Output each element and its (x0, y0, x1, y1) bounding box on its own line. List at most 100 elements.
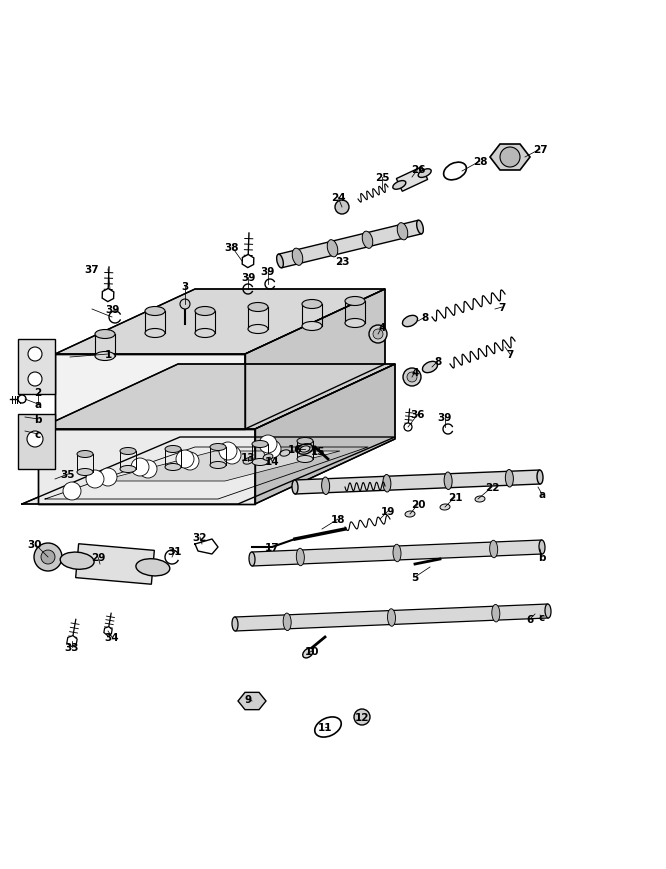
Ellipse shape (537, 470, 543, 484)
Circle shape (180, 300, 190, 309)
Text: 11: 11 (318, 722, 332, 733)
Ellipse shape (195, 329, 215, 338)
Ellipse shape (276, 255, 283, 269)
Ellipse shape (393, 182, 406, 190)
Text: 36: 36 (411, 409, 426, 420)
Text: 30: 30 (28, 540, 42, 549)
Circle shape (34, 543, 62, 571)
Polygon shape (295, 470, 540, 494)
Ellipse shape (490, 541, 498, 558)
Circle shape (176, 450, 194, 468)
Circle shape (354, 709, 370, 725)
Text: 17: 17 (264, 542, 279, 553)
Text: 38: 38 (224, 242, 239, 253)
Ellipse shape (345, 297, 365, 306)
Text: 39: 39 (261, 267, 275, 276)
Text: 5: 5 (412, 573, 419, 582)
Circle shape (139, 461, 157, 479)
Ellipse shape (393, 545, 401, 562)
Text: 25: 25 (375, 173, 389, 182)
Text: 18: 18 (331, 514, 345, 524)
Ellipse shape (145, 307, 165, 316)
Text: 28: 28 (473, 156, 488, 167)
Ellipse shape (145, 329, 165, 338)
Text: 26: 26 (411, 165, 426, 175)
Text: 14: 14 (264, 456, 279, 467)
Ellipse shape (402, 316, 418, 328)
Circle shape (223, 447, 241, 464)
Text: 39: 39 (438, 413, 452, 422)
Text: 4: 4 (412, 368, 419, 377)
Ellipse shape (292, 481, 298, 494)
Circle shape (500, 148, 520, 168)
Circle shape (63, 482, 81, 501)
Circle shape (403, 368, 421, 387)
Circle shape (28, 373, 42, 387)
Text: 21: 21 (448, 493, 462, 502)
Text: 16: 16 (288, 444, 302, 454)
Ellipse shape (362, 232, 373, 249)
Polygon shape (234, 604, 548, 631)
Text: a: a (538, 489, 545, 500)
Polygon shape (490, 145, 530, 171)
Polygon shape (100, 452, 340, 481)
Circle shape (219, 442, 237, 461)
Ellipse shape (283, 614, 291, 631)
Text: 7: 7 (506, 349, 513, 360)
Text: 22: 22 (485, 482, 500, 493)
Polygon shape (238, 693, 266, 710)
Circle shape (28, 348, 42, 362)
Ellipse shape (300, 447, 310, 453)
Ellipse shape (327, 241, 338, 257)
Circle shape (335, 201, 349, 215)
Circle shape (99, 468, 117, 487)
Polygon shape (76, 544, 155, 585)
Ellipse shape (252, 441, 268, 448)
Text: 6: 6 (526, 614, 533, 624)
Circle shape (27, 432, 43, 448)
Ellipse shape (539, 541, 545, 554)
Ellipse shape (210, 444, 226, 451)
Polygon shape (22, 437, 395, 504)
Ellipse shape (444, 473, 452, 490)
Ellipse shape (292, 249, 303, 266)
Ellipse shape (297, 438, 313, 445)
Polygon shape (38, 429, 255, 504)
Text: 10: 10 (305, 647, 319, 656)
Text: 20: 20 (411, 500, 426, 509)
Text: 7: 7 (498, 302, 505, 313)
Ellipse shape (417, 221, 424, 235)
Polygon shape (255, 365, 395, 504)
Ellipse shape (388, 609, 396, 627)
Ellipse shape (248, 325, 268, 334)
Text: 23: 23 (335, 256, 349, 267)
Text: a: a (35, 400, 41, 409)
Ellipse shape (322, 477, 330, 495)
Polygon shape (55, 289, 385, 355)
Text: 34: 34 (105, 633, 119, 642)
Ellipse shape (422, 362, 438, 373)
Ellipse shape (440, 504, 450, 510)
Ellipse shape (77, 451, 93, 458)
Polygon shape (396, 168, 428, 192)
Ellipse shape (405, 511, 415, 517)
Text: b: b (34, 415, 42, 425)
Ellipse shape (297, 456, 313, 463)
Text: c: c (35, 429, 41, 440)
Polygon shape (55, 355, 245, 429)
Circle shape (404, 423, 412, 432)
Circle shape (181, 453, 199, 470)
Polygon shape (18, 415, 55, 469)
Text: 9: 9 (244, 694, 252, 704)
Text: 4: 4 (378, 322, 386, 333)
Ellipse shape (195, 307, 215, 316)
Text: 8: 8 (422, 313, 429, 322)
Polygon shape (242, 255, 254, 269)
Ellipse shape (296, 548, 304, 566)
Polygon shape (252, 541, 542, 567)
Ellipse shape (120, 448, 136, 455)
Circle shape (407, 373, 417, 382)
Text: 27: 27 (533, 145, 547, 155)
Text: b: b (538, 553, 545, 562)
Text: 39: 39 (105, 305, 119, 315)
